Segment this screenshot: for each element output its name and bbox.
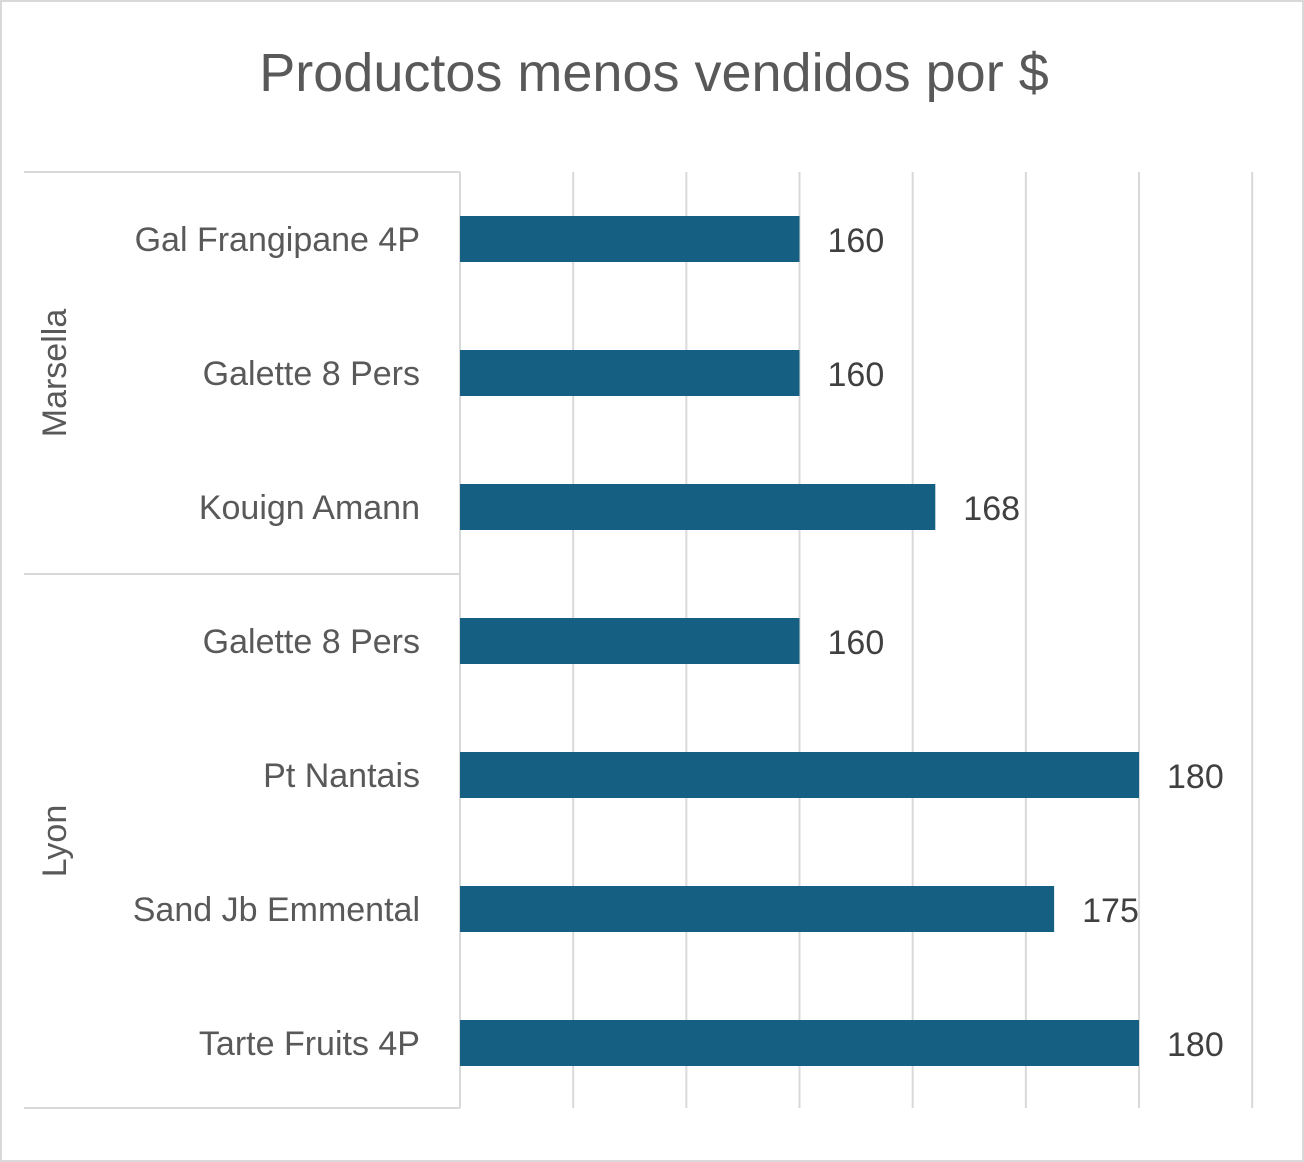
bar [460, 216, 800, 262]
group-label: Marsella [36, 309, 74, 438]
bar [460, 1020, 1139, 1066]
category-label: Kouign Amann [199, 489, 420, 527]
category-label: Gal Frangipane 4P [135, 221, 420, 259]
category-label: Galette 8 Pers [203, 623, 420, 661]
bar [460, 886, 1054, 932]
data-label: 160 [828, 356, 885, 394]
data-label: 168 [963, 490, 1020, 528]
category-label: Pt Nantais [263, 757, 420, 795]
data-label: 160 [828, 222, 885, 260]
group-label: Lyon [36, 805, 74, 877]
bar [460, 350, 800, 396]
category-label: Galette 8 Pers [203, 355, 420, 393]
data-label: 180 [1167, 758, 1224, 796]
data-label: 175 [1082, 892, 1139, 930]
bar [460, 752, 1139, 798]
bar [460, 484, 935, 530]
category-label: Sand Jb Emmental [133, 891, 420, 929]
data-label: 180 [1167, 1026, 1224, 1064]
data-label: 160 [828, 624, 885, 662]
bar [460, 618, 800, 664]
category-label: Tarte Fruits 4P [199, 1025, 420, 1063]
